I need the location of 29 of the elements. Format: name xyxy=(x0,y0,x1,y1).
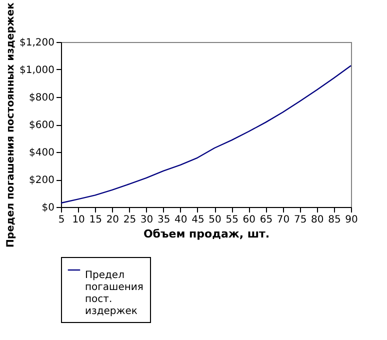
x-tick-label: 45 xyxy=(192,214,204,226)
x-tick-label: 30 xyxy=(140,214,154,226)
x-tick-label: 10 xyxy=(72,214,85,226)
x-tick-label: 65 xyxy=(260,214,273,226)
y-tick-label: $0 xyxy=(42,202,54,214)
x-tick-label: 60 xyxy=(242,214,256,226)
y-axis-title: Предел погашения постоянных издержек xyxy=(6,2,17,248)
x-tick-label: 40 xyxy=(174,214,188,226)
y-tick-label: $1,000 xyxy=(20,65,54,76)
x-tick-label: 50 xyxy=(208,214,222,226)
x-tick-label: 70 xyxy=(276,214,290,226)
line-series xyxy=(60,65,352,204)
y-tick-label: $600 xyxy=(29,120,54,131)
x-tick-label: 90 xyxy=(345,214,358,226)
x-tick-label: 85 xyxy=(328,214,341,226)
y-tick-label: $200 xyxy=(29,175,54,186)
y-tick-label: $400 xyxy=(29,148,54,158)
legend-label: Предел погашения пост. издержек xyxy=(85,270,144,317)
x-tick-label: 15 xyxy=(89,214,102,226)
x-tick-label: 5 xyxy=(58,214,65,226)
x-tick-label: 55 xyxy=(226,214,238,226)
x-axis-title: Объем продаж, шт. xyxy=(143,228,270,240)
x-tick-label: 75 xyxy=(294,214,307,226)
y-tick-label: $1,200 xyxy=(20,38,54,48)
y-tick-label: $800 xyxy=(29,92,54,104)
x-tick-label: 80 xyxy=(311,214,324,226)
x-tick-label: 25 xyxy=(123,214,136,226)
x-tick-label: 35 xyxy=(157,214,170,226)
x-tick-label: 20 xyxy=(106,214,120,226)
